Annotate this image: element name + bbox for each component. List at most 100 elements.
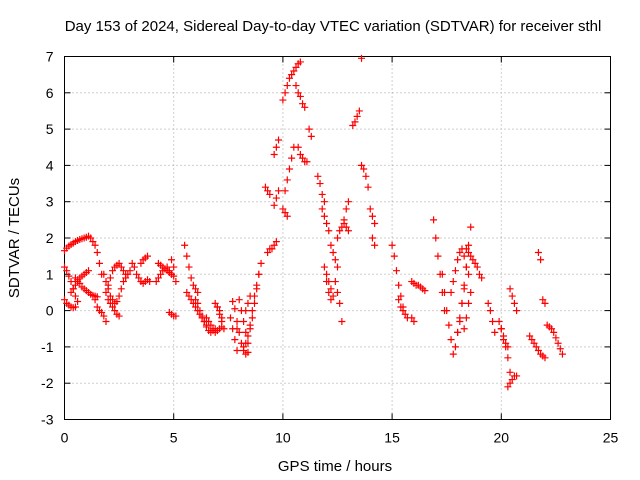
data-point xyxy=(528,336,536,344)
data-point xyxy=(275,136,283,144)
data-point xyxy=(541,299,549,307)
series-sat-bq xyxy=(506,285,521,315)
data-point xyxy=(69,285,77,293)
data-point xyxy=(211,299,219,307)
x-tick-label: 20 xyxy=(494,430,510,446)
data-point xyxy=(467,252,475,260)
data-point xyxy=(246,292,254,300)
data-point xyxy=(489,317,497,325)
data-point xyxy=(327,296,335,304)
series-sat-p xyxy=(168,256,180,286)
data-point xyxy=(288,71,296,79)
data-point xyxy=(102,278,110,286)
data-point xyxy=(244,299,252,307)
data-point xyxy=(157,270,165,278)
data-point xyxy=(248,314,256,322)
data-point xyxy=(445,321,453,329)
data-point xyxy=(115,292,123,300)
data-point xyxy=(100,312,108,320)
data-point xyxy=(202,314,210,322)
data-point xyxy=(218,314,226,322)
data-point xyxy=(213,303,221,311)
data-point xyxy=(469,256,477,264)
data-point xyxy=(305,125,313,133)
series-sat-c xyxy=(61,296,79,312)
data-point xyxy=(272,238,280,246)
data-point xyxy=(552,334,560,342)
data-point xyxy=(130,263,138,271)
y-tick-label: 0 xyxy=(46,303,54,319)
y-tick-label: 2 xyxy=(46,230,54,246)
data-point xyxy=(283,212,291,220)
data-point xyxy=(281,209,289,217)
data-point xyxy=(71,292,79,300)
series-sat-m xyxy=(137,276,154,287)
data-point xyxy=(290,67,298,75)
data-point xyxy=(244,348,252,356)
data-point xyxy=(353,112,361,120)
data-point xyxy=(192,303,200,311)
data-point xyxy=(71,303,79,311)
data-point xyxy=(233,347,241,355)
data-point xyxy=(220,325,228,333)
data-point xyxy=(100,270,108,278)
data-point xyxy=(104,296,112,304)
data-point xyxy=(98,308,106,316)
data-point xyxy=(63,267,71,275)
data-point xyxy=(327,285,335,293)
data-point xyxy=(231,305,239,313)
data-point xyxy=(462,314,470,322)
data-point xyxy=(65,272,73,280)
data-point xyxy=(336,227,344,235)
data-point xyxy=(93,303,101,311)
data-point xyxy=(504,354,512,362)
data-point xyxy=(449,350,457,358)
data-point xyxy=(371,241,379,249)
data-point xyxy=(292,63,300,71)
data-point xyxy=(327,241,335,249)
series-sat-aw xyxy=(340,198,352,224)
data-point xyxy=(251,299,259,307)
series-sat-i xyxy=(102,259,130,296)
series-sat-ax xyxy=(349,107,363,129)
series-sat-au xyxy=(331,278,346,325)
data-point xyxy=(113,298,121,306)
data-point xyxy=(172,312,180,320)
data-point xyxy=(364,183,372,191)
data-point xyxy=(534,347,542,355)
data-point xyxy=(539,296,547,304)
series-sat-bf xyxy=(408,314,418,325)
data-point xyxy=(233,317,241,325)
data-point xyxy=(275,187,283,195)
data-point xyxy=(288,154,296,162)
data-point xyxy=(532,343,540,351)
data-point xyxy=(342,223,350,231)
data-point xyxy=(395,281,403,289)
series-sat-z xyxy=(233,317,252,358)
data-point xyxy=(506,285,514,293)
data-point xyxy=(397,292,405,300)
data-point xyxy=(441,288,449,296)
series-sat-ap xyxy=(314,172,328,206)
data-points xyxy=(61,54,566,391)
data-point xyxy=(499,336,507,344)
data-point xyxy=(465,299,473,307)
data-point xyxy=(143,252,151,260)
series-sat-at xyxy=(327,241,341,271)
data-point xyxy=(510,299,518,307)
series-sat-br xyxy=(526,332,549,362)
data-point xyxy=(268,245,276,253)
y-tick-label: 6 xyxy=(46,85,54,101)
data-point xyxy=(316,180,324,188)
series-sat-j xyxy=(104,296,123,320)
data-point xyxy=(104,281,112,289)
data-point xyxy=(447,288,455,296)
data-point xyxy=(294,143,302,151)
data-point xyxy=(283,82,291,90)
data-point xyxy=(307,132,315,140)
data-point xyxy=(111,307,119,315)
data-point xyxy=(255,270,263,278)
data-point xyxy=(434,252,442,260)
